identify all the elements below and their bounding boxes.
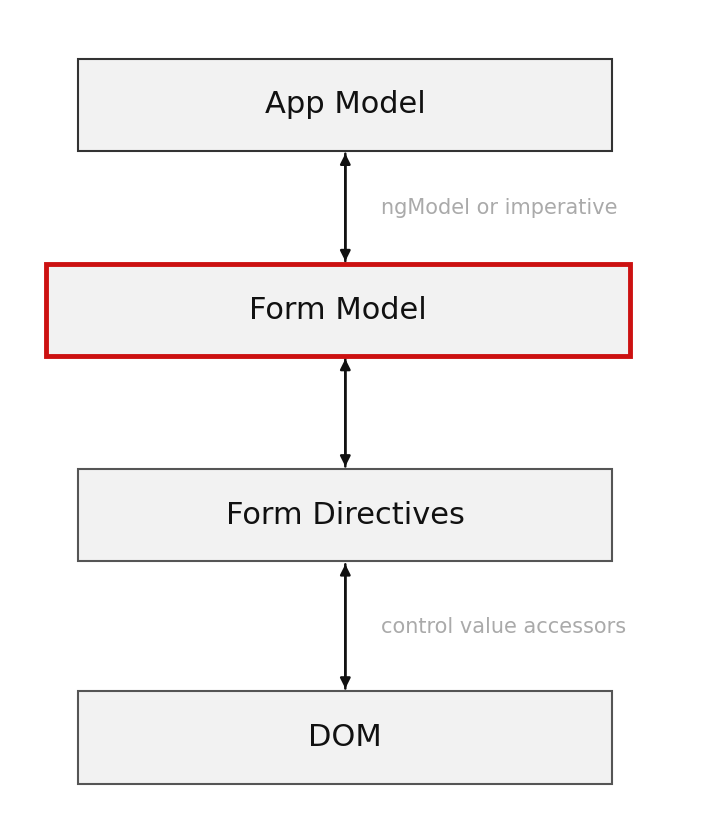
Text: DOM: DOM [308, 723, 382, 752]
Text: ngModel or imperative: ngModel or imperative [381, 198, 617, 218]
Text: Form Directives: Form Directives [226, 501, 465, 530]
Text: Form Model: Form Model [249, 296, 427, 324]
FancyBboxPatch shape [46, 264, 630, 356]
Text: control value accessors: control value accessors [381, 617, 626, 637]
FancyBboxPatch shape [78, 691, 612, 784]
FancyBboxPatch shape [78, 59, 612, 151]
Text: App Model: App Model [265, 91, 426, 119]
FancyBboxPatch shape [78, 469, 612, 561]
